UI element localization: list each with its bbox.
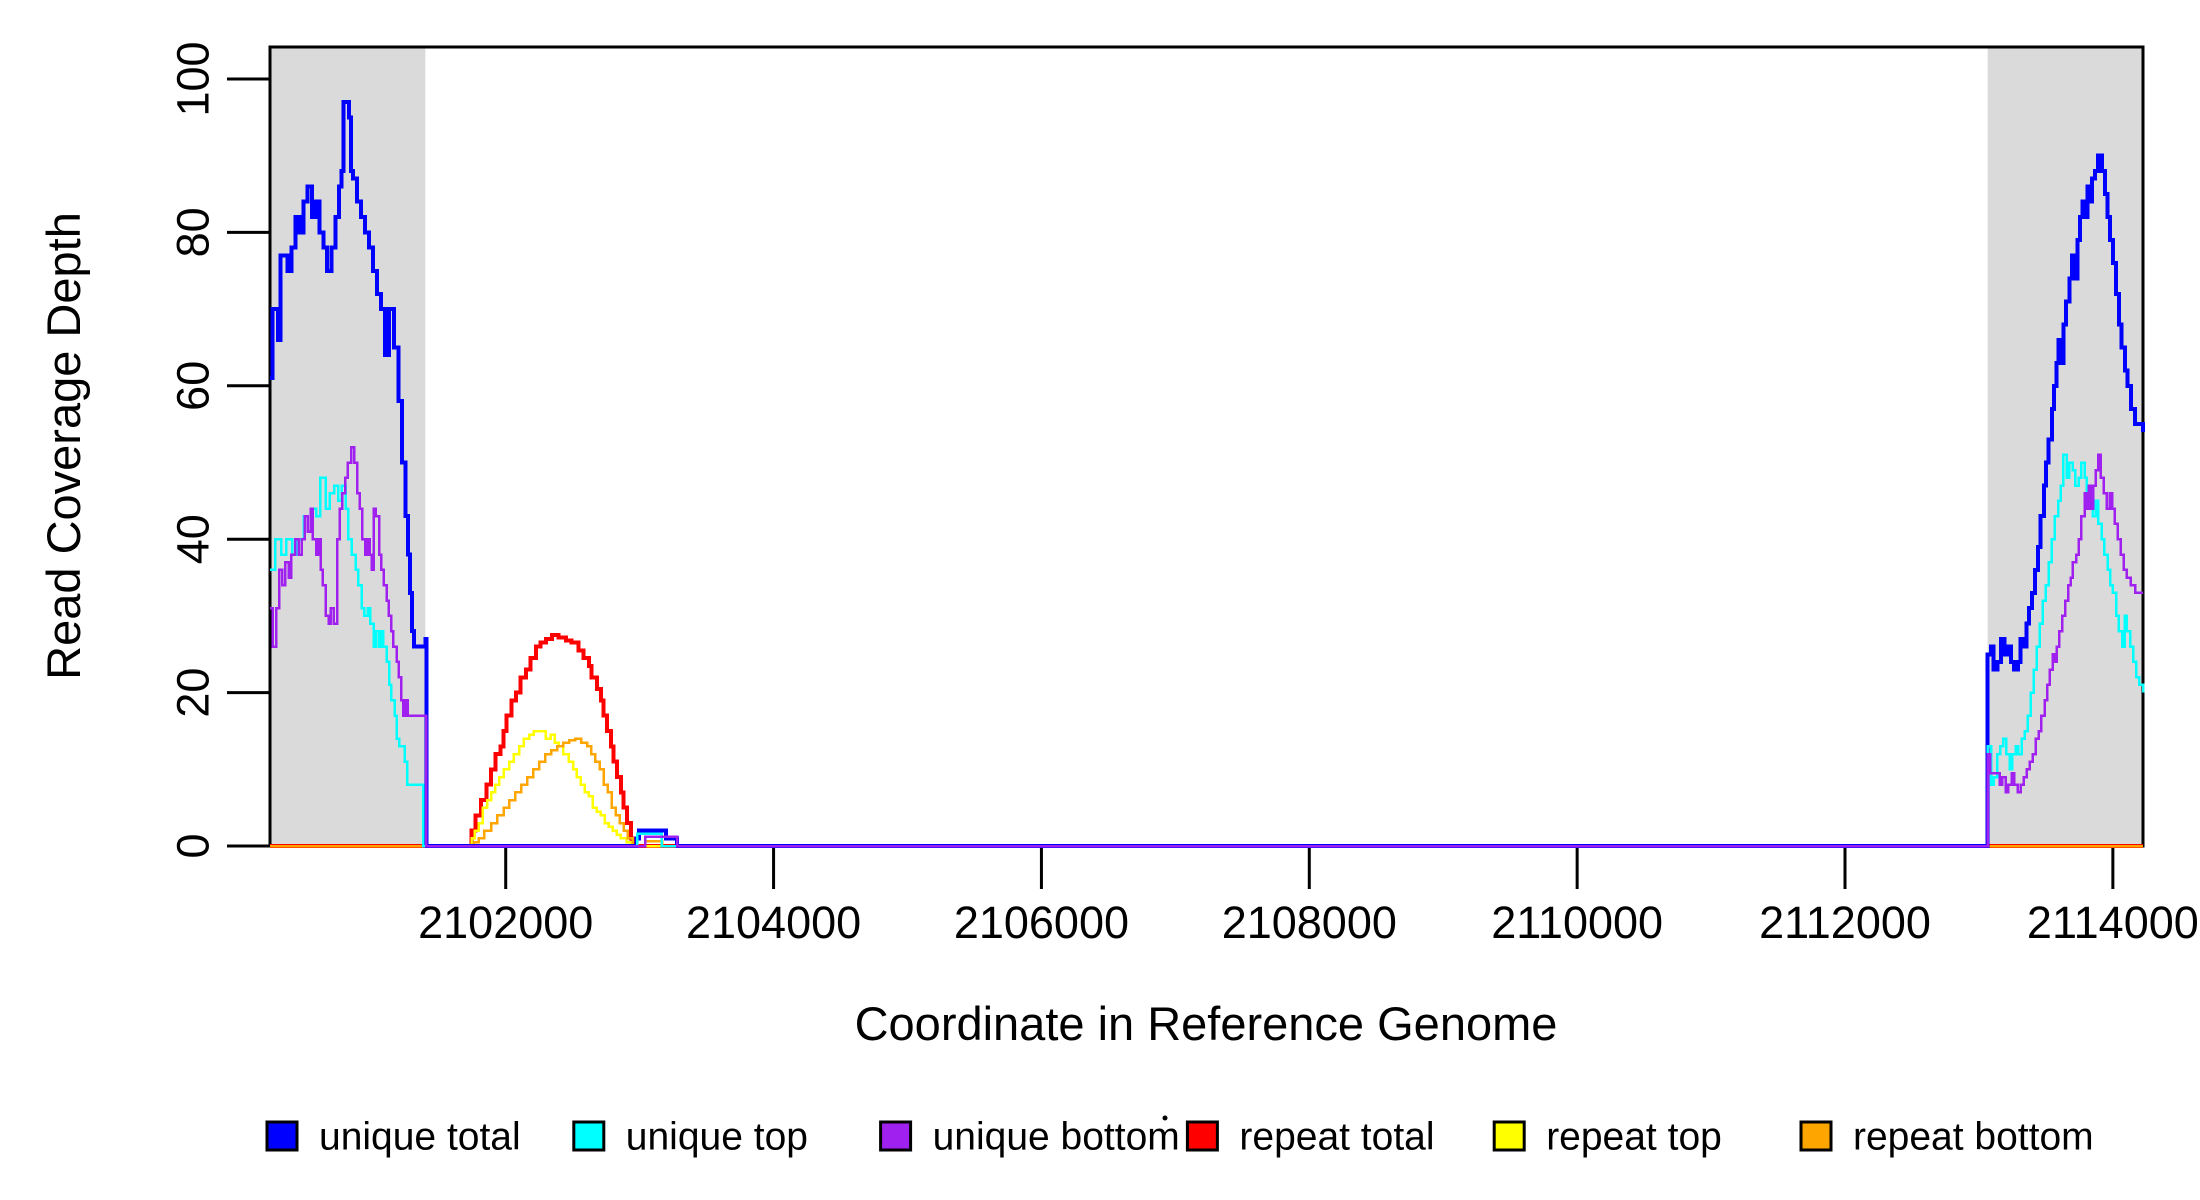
- series-line-unique-total: [270, 100, 2145, 848]
- x-axis: 2102000 2104000 2106000 2108000 2110000 21120…: [418, 846, 2199, 948]
- shaded-region: [270, 47, 426, 846]
- series-lines: [270, 100, 2145, 848]
- legend-label: repeat top: [1546, 1116, 1722, 1159]
- legend-label: unique top: [626, 1116, 808, 1159]
- x-axis-title: Coordinate in Reference Genome: [855, 997, 1558, 1050]
- plot-box: [268, 45, 2145, 848]
- x-tick-label: 2106000: [954, 897, 1129, 948]
- y-axis-title: Read Coverage Depth: [37, 212, 90, 680]
- y-axis: 0 20 40 60 80 100: [168, 41, 270, 859]
- legend-label: repeat bottom: [1853, 1116, 2094, 1159]
- x-tick-label: 2108000: [1222, 897, 1397, 948]
- x-tick-label: 2112000: [1759, 897, 1931, 948]
- series-line-repeat-total: [270, 633, 2143, 848]
- legend-label: unique bottom: [933, 1116, 1180, 1159]
- legend-label: unique total: [319, 1116, 521, 1159]
- stray-point-marker: [1162, 1115, 1168, 1121]
- y-tick-label: 60: [168, 361, 219, 411]
- plot-border: [268, 45, 2145, 848]
- legend-swatch-repeat-bottom: [1799, 1120, 1833, 1152]
- legend-label: repeat total: [1239, 1116, 1434, 1159]
- legend-swatch-unique-total: [265, 1120, 299, 1152]
- series-line-repeat-top: [270, 729, 2143, 848]
- legend-swatch-repeat-total: [1185, 1120, 1219, 1152]
- shaded-region: [1987, 47, 2143, 846]
- y-tick-label: 0: [168, 833, 219, 858]
- y-tick-label: 100: [168, 41, 219, 116]
- shaded-regions: [270, 47, 2143, 846]
- series-line-unique-bottom: [270, 445, 2143, 848]
- y-tick-label: 20: [168, 668, 219, 718]
- x-tick-label: 2110000: [1491, 897, 1663, 948]
- series-line-repeat-bottom: [270, 737, 2143, 848]
- x-tick-label: 2114000: [2027, 897, 2199, 948]
- y-tick-label: 80: [168, 207, 219, 257]
- legend-swatch-repeat-top: [1492, 1120, 1526, 1152]
- legend-swatch-unique-bottom: [879, 1120, 913, 1152]
- series-line-unique-top: [270, 453, 2145, 848]
- y-tick-label: 40: [168, 514, 219, 564]
- legend: unique total unique top unique bottom repea…: [265, 1116, 2094, 1159]
- x-tick-label: 2102000: [418, 897, 593, 948]
- x-tick-label: 2104000: [686, 897, 861, 948]
- legend-swatch-unique-top: [572, 1120, 606, 1152]
